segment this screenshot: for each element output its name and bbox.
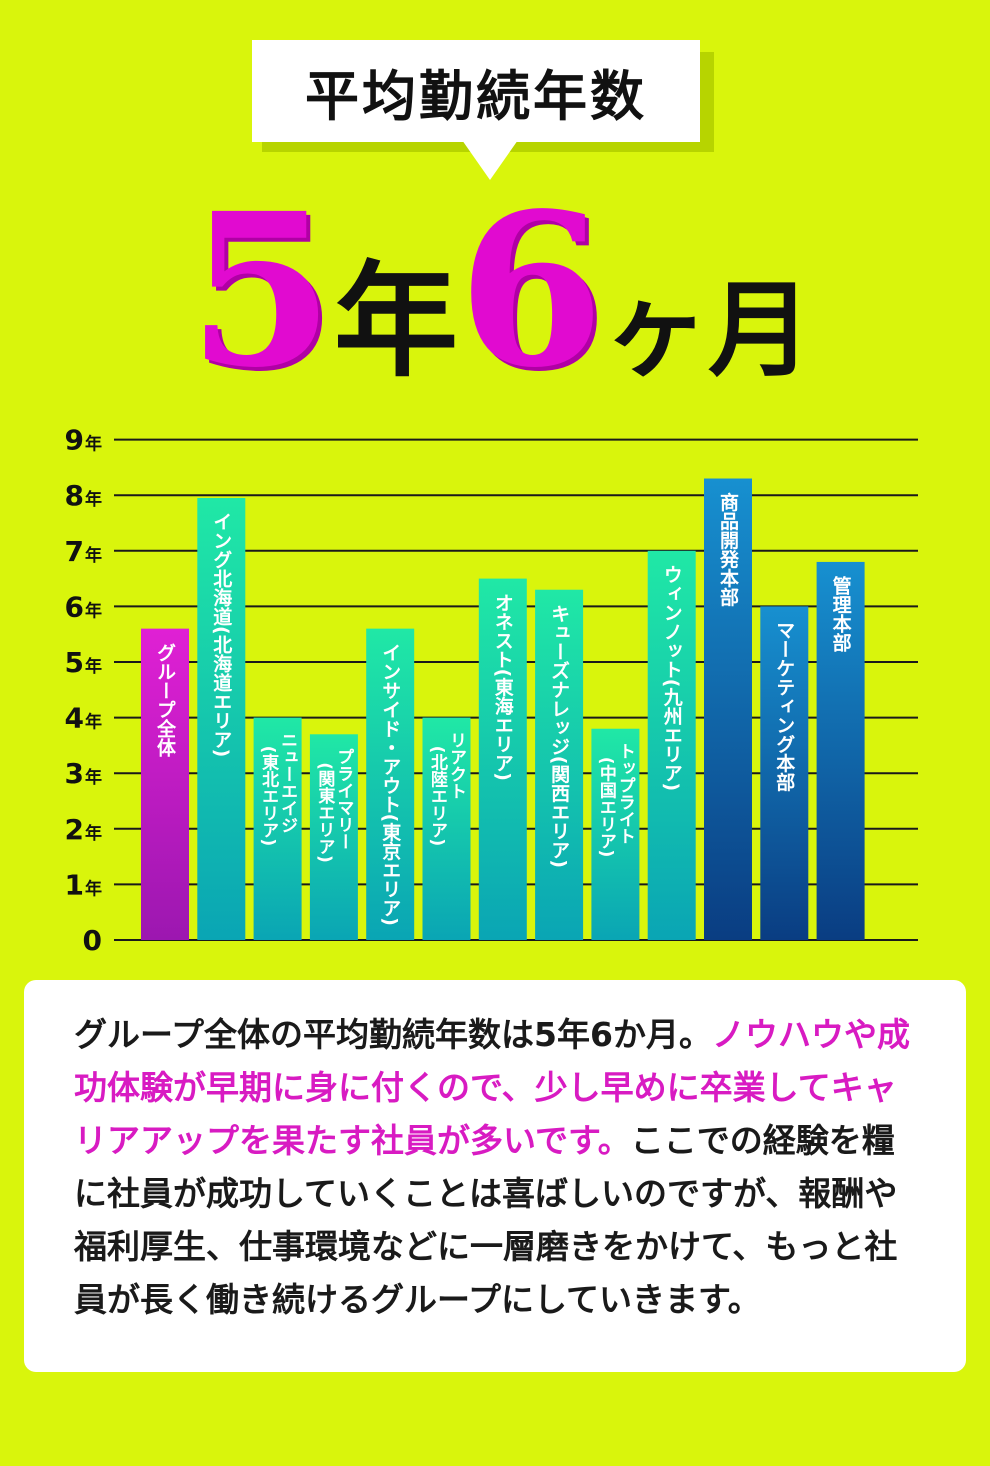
bar <box>197 497 246 940</box>
y-tick-label: 9年 <box>65 424 102 457</box>
y-tick-label: 1年 <box>65 868 102 901</box>
bar-group: 商品開発本部 <box>704 478 752 940</box>
bar <box>366 628 415 940</box>
headline-years: 5 <box>187 167 334 414</box>
headline-years-unit: 年 <box>333 249 458 394</box>
bar-group: キューズナレッジ(関西エリア) <box>535 589 584 940</box>
description-panel: グループ全体の平均勤続年数は5年6か月。ノウハウや成功体験が早期に身に付くので、… <box>24 980 966 1372</box>
bar-label: 管理本部 <box>830 575 852 653</box>
bar <box>647 550 696 940</box>
bar-label: グループ全体 <box>154 642 177 757</box>
bar <box>760 606 809 940</box>
bar-label: プライマリー(関東エリア) <box>314 748 353 863</box>
bar-label: マーケティング本部 <box>773 620 795 792</box>
description-highlight: ノウハウや成功体験が早期に身に付くので、少し早めに卒業してキャリアアップを果たす… <box>74 1015 910 1160</box>
bar <box>591 728 640 940</box>
bar-label: ニューエイジ(東北エリア) <box>258 732 297 847</box>
bar-group: ウィンノット(九州エリア) <box>647 550 696 940</box>
description-segment: グループ全体の平均勤続年数は5年6か月。 <box>74 1015 712 1054</box>
bar <box>816 561 865 940</box>
bar-label: ウィンノット(九州エリア) <box>661 565 684 792</box>
bar <box>478 578 527 940</box>
y-tick-label: 3年 <box>65 757 102 790</box>
bar-label: 商品開発本部 <box>717 491 740 607</box>
bar <box>253 717 302 940</box>
bar-group: オネスト(東海エリア) <box>478 578 527 940</box>
bar-group: トップライト(中国エリア) <box>591 728 640 940</box>
y-axis-ticks: 0 1年 2年 3年 4年 5年 6年 7年 8年 9年 <box>65 424 102 957</box>
bar-group: インサイド・アウト(東京エリア) <box>366 628 415 940</box>
bar-group: 管理本部 <box>816 561 865 940</box>
headline-months: 6 <box>458 167 605 414</box>
bar-label: インサイド・アウト(東京エリア) <box>379 643 401 926</box>
page-title: 平均勤続年数 <box>305 64 647 128</box>
bar-label: キューズナレッジ(関西エリア) <box>548 604 570 868</box>
bar-label: トップライト(中国エリア) <box>596 743 635 858</box>
headline-months-unit: ヶ月 <box>604 268 813 391</box>
bar <box>309 734 358 940</box>
bar-label: リアクト(北陸エリア) <box>427 732 466 847</box>
y-tick-label: 8年 <box>65 479 102 512</box>
bar-label: オネスト(東海エリア) <box>492 593 514 781</box>
bar-group: マーケティング本部 <box>760 606 809 940</box>
bar-chart: グループ全体 イング北海道(北海道エリア) ニューエイジ(東北エリア) プライマリー(… <box>65 424 918 957</box>
bar-group: グループ全体 <box>141 628 189 940</box>
description-text: グループ全体の平均勤続年数は5年6か月。ノウハウや成功体験が早期に身に付くので、… <box>74 1008 926 1326</box>
bar-group: ニューエイジ(東北エリア) <box>253 717 302 940</box>
bar-label: イング北海道(北海道エリア) <box>210 512 232 757</box>
title-callout: 平均勤続年数 <box>252 40 700 142</box>
y-tick-label: 0 <box>83 924 102 957</box>
bar <box>535 589 584 940</box>
bar <box>141 628 189 940</box>
y-tick-label: 4年 <box>65 702 102 735</box>
y-tick-label: 7年 <box>65 535 102 568</box>
bar <box>704 478 752 940</box>
bar <box>422 717 471 940</box>
bar-group: プライマリー(関東エリア) <box>309 734 358 940</box>
bar-group: リアクト(北陸エリア) <box>422 717 471 940</box>
description-segment: ここでの経験を糧に社員が成功していくことは喜ばしいのですが、報酬や福利厚生、仕事… <box>74 1121 898 1319</box>
title-callout-tail <box>462 140 518 180</box>
y-tick-label: 5年 <box>65 646 102 679</box>
y-tick-label: 6年 <box>65 590 102 623</box>
bars: グループ全体 イング北海道(北海道エリア) ニューエイジ(東北エリア) プライマリー(… <box>141 478 865 940</box>
y-tick-label: 2年 <box>65 813 102 846</box>
headline-value: 5 年 6 ヶ月 <box>140 186 860 396</box>
bar-group: イング北海道(北海道エリア) <box>197 497 246 940</box>
